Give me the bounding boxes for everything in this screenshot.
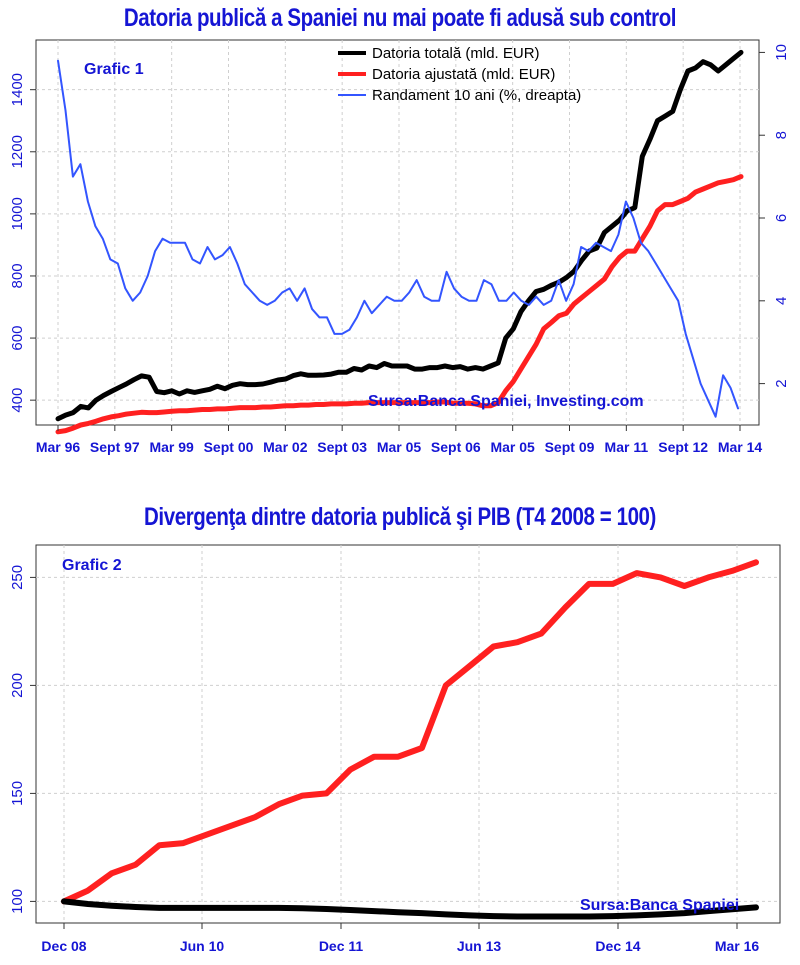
- chart2-line-gdp: [61, 898, 759, 920]
- chart2-y-tick-label: 150: [9, 781, 26, 806]
- chart2-plot-frame: [35, 544, 781, 924]
- chart2-y-tick-label: 250: [9, 565, 26, 590]
- chart2-y-tick-label: 200: [9, 673, 26, 698]
- chart2-x-tick-label: Dec 08: [41, 938, 86, 954]
- chart1-y-right-tick-label: 10: [773, 44, 790, 61]
- chart1-x-tick-label: Sept 09: [545, 439, 595, 455]
- chart2-panel-label: Grafic 2: [62, 557, 122, 574]
- chart1-x-tick-label: Mar 02: [263, 439, 308, 455]
- chart1-legend: Datoria totală (mld. EUR) Datoria ajusta…: [338, 45, 581, 104]
- chart1-x-tick-label: Sept 03: [317, 439, 367, 455]
- chart1-x-tick-label: Sept 06: [431, 439, 481, 455]
- chart2-x-tick-label: Dec 14: [595, 938, 640, 954]
- legend-label-adjusted: Datoria ajustată (mld. EUR): [372, 66, 555, 83]
- chart1-x-tick-label: Mar 05: [377, 439, 422, 455]
- chart1-panel-label: Grafic 1: [84, 61, 144, 78]
- chart1-y-right-tick-label: 2: [773, 379, 790, 387]
- chart1-title: Datoria publică a Spaniei nu mai poate f…: [123, 4, 677, 32]
- chart1-line-adjusted-debt: [55, 174, 744, 435]
- chart2-x-tick-label: Jun 13: [457, 938, 502, 954]
- chart1-y-right-tick-label: 8: [773, 131, 790, 139]
- chart1-y-left-tick-label: 1200: [9, 135, 26, 168]
- chart2-y-tick-label: 100: [9, 889, 26, 914]
- chart1-y-left-tick-label: 600: [9, 326, 26, 351]
- chart2-x-tick-label: Jun 10: [180, 938, 225, 954]
- chart1-y-right-tick-label: 4: [773, 297, 790, 305]
- legend-label-total: Datoria totală (mld. EUR): [372, 45, 540, 62]
- chart1-x-tick-label: Mar 14: [718, 439, 763, 455]
- chart1-x-tick-label: Sept 97: [90, 439, 140, 455]
- chart1-x-tick-label: Sept 00: [204, 439, 254, 455]
- legend-label-yield: Randament 10 ani (%, dreapta): [372, 87, 581, 104]
- chart1-svg: Mar 96 Sept 97 Mar 99 Sept 00 Mar 02 Sept 03 M…: [9, 39, 790, 455]
- chart1-x-tick-label: Mar 96: [36, 439, 81, 455]
- chart1-y-right-tick-label: 6: [773, 214, 790, 222]
- chart1-x-tick-label: Mar 11: [605, 439, 649, 455]
- chart2-x-tick-label: Mar 16: [715, 938, 760, 954]
- chart1-y-left-tick-label: 1400: [9, 73, 26, 106]
- chart1-source: Sursa:Banca Spaniei, Investing.com: [368, 393, 644, 410]
- chart1-x-tick-label: Sept 12: [658, 439, 708, 455]
- chart2-x-tick-label: Dec 11: [319, 938, 364, 954]
- chart1-line-total-debt: [55, 49, 744, 422]
- chart1-y-left-tick-label: 1000: [9, 197, 26, 230]
- chart1-y-left-tick-label: 400: [9, 388, 26, 413]
- chart2-line-public-debt: [61, 559, 759, 905]
- chart1-line-yield: [57, 59, 739, 418]
- chart1-x-tick-label: Mar 05: [490, 439, 535, 455]
- chart1-x-tick-label: Mar 99: [149, 439, 194, 455]
- chart2-title: Divergenţa dintre datoria publică şi PIB…: [144, 503, 656, 531]
- chart2-source: Sursa:Banca Spaniei: [580, 897, 739, 914]
- chart1-y-left-tick-label: 800: [9, 263, 26, 288]
